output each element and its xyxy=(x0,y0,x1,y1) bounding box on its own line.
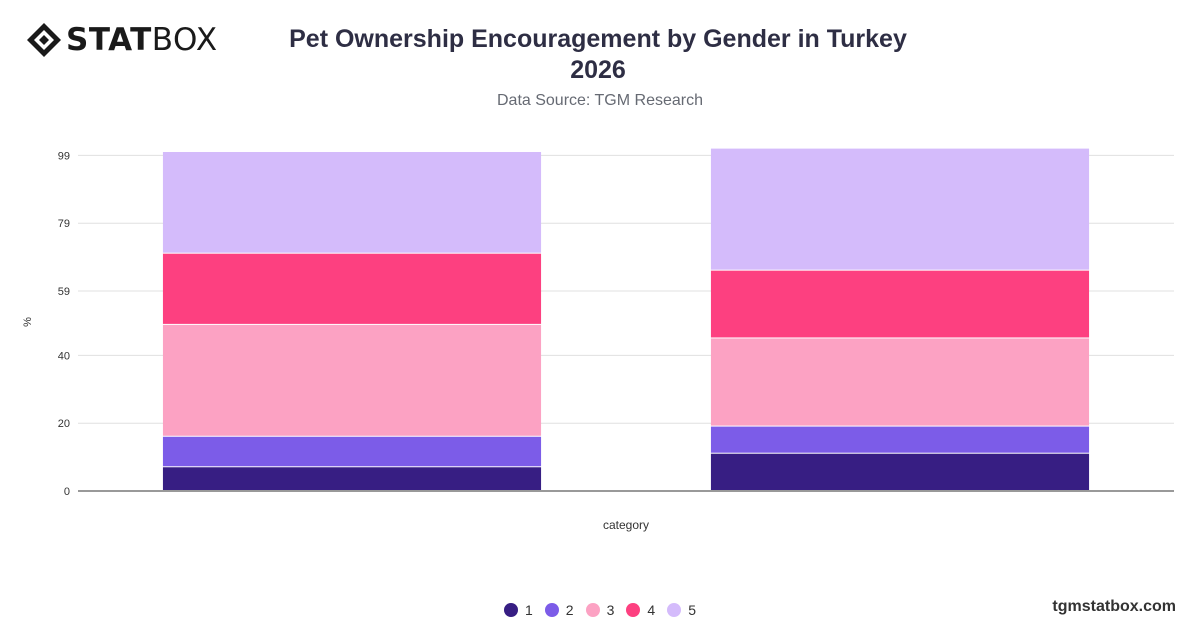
legend-item[interactable]: 2 xyxy=(544,602,574,618)
bar-segment-series-3 xyxy=(162,324,542,436)
chart-legend: 1 2 3 4 5 xyxy=(0,602,1200,618)
logo-text-light: BOX xyxy=(151,22,218,58)
legend-label: 5 xyxy=(688,602,696,618)
bar-segment-series-1 xyxy=(710,453,1090,490)
diamond-logo-icon xyxy=(27,23,61,57)
y-tick-label: 20 xyxy=(58,418,70,430)
chart-title-line2: 2026 xyxy=(570,56,626,84)
legend-swatch xyxy=(504,603,518,617)
legend-item[interactable]: 4 xyxy=(626,602,655,618)
bar-segment-series-3 xyxy=(710,338,1090,426)
legend-item[interactable]: 1 xyxy=(504,602,533,618)
y-axis-label: % xyxy=(22,317,34,327)
bar-segment-series-2 xyxy=(710,426,1090,453)
legend-swatch xyxy=(667,603,682,617)
legend-label: 2 xyxy=(565,602,574,618)
statbox-logo: STATBOX xyxy=(26,22,218,58)
legend-label: 4 xyxy=(647,602,656,618)
y-tick-label: 79 xyxy=(58,218,70,230)
x-axis-label: category xyxy=(603,518,649,532)
bar-segment-series-4 xyxy=(710,270,1090,338)
y-tick-label: 99 xyxy=(58,150,70,162)
bar-segment-series-4 xyxy=(162,253,542,324)
bar-segment-series-2 xyxy=(162,436,542,467)
bar-segment-series-5 xyxy=(710,148,1090,270)
y-tick-label: 0 xyxy=(64,486,70,498)
footer-site: tgmstatbox.com xyxy=(1052,598,1176,615)
legend-label: 1 xyxy=(525,602,533,618)
y-tick-label: 59 xyxy=(58,286,70,298)
bar-segment-series-5 xyxy=(162,152,542,253)
legend-swatch xyxy=(544,603,559,617)
bar-segment-series-1 xyxy=(162,467,542,490)
chart-subtitle: Data Source: TGM Research xyxy=(496,92,703,109)
legend-item[interactable]: 3 xyxy=(585,602,615,618)
y-tick-label: 40 xyxy=(58,350,70,362)
chart-title-line1: Pet Ownership Encouragement by Gender in… xyxy=(289,25,907,53)
legend-item[interactable]: 5 xyxy=(667,602,696,618)
logo-text-bold: STAT xyxy=(66,22,152,58)
legend-swatch xyxy=(626,603,641,617)
chart-title: Pet Ownership Encouragement by Gender in… xyxy=(0,24,1196,86)
legend-label: 3 xyxy=(606,602,615,618)
legend-swatch xyxy=(585,603,600,617)
logo-text: STATBOX xyxy=(66,22,218,58)
